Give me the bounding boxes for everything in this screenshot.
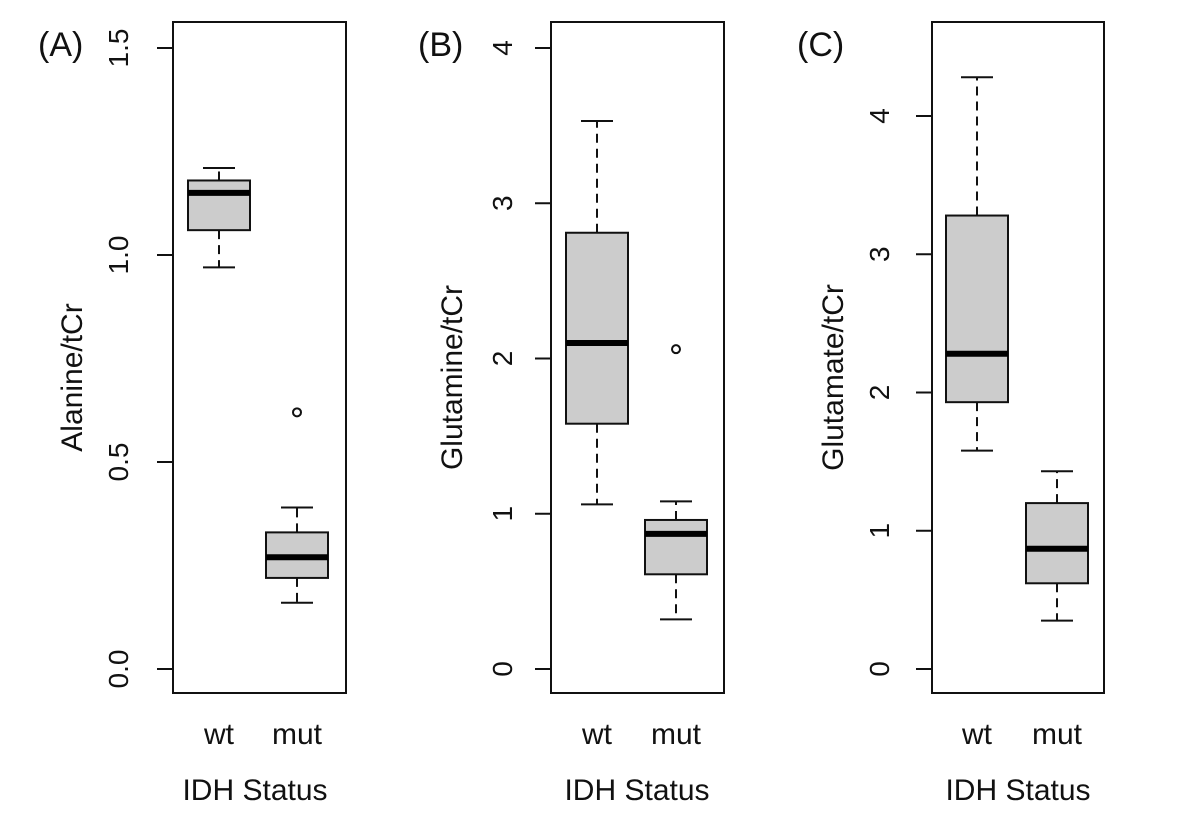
y-tick-label: 1.0 — [103, 236, 134, 275]
iqr-box — [1025, 502, 1089, 585]
y-tick-label: 0 — [864, 661, 895, 677]
iqr-box — [644, 518, 708, 576]
y-tick-label: 0 — [487, 661, 518, 677]
y-tick-label: 1 — [864, 523, 895, 539]
y-tick-label: 0.5 — [103, 443, 134, 482]
y-axis: 0 1 2 3 4 — [487, 40, 552, 677]
plot-frame — [172, 21, 347, 694]
y-tick-label: 0.0 — [103, 650, 134, 689]
panel-c: 0 1 2 3 4 Glutamate/tCr (C) wt mut IDH Status — [797, 21, 1105, 807]
category-label-mut: mut — [1032, 718, 1083, 751]
y-axis-title: Glutamate/tCr — [817, 284, 850, 471]
y-tick-label: 1 — [487, 506, 518, 522]
y-axis: 0.0 0.5 1.0 1.5 — [103, 29, 174, 689]
y-axis: 0 1 2 3 4 — [864, 108, 933, 677]
iqr-box — [945, 214, 1009, 404]
category-label-wt: wt — [961, 718, 993, 751]
category-label-mut: mut — [272, 718, 323, 751]
category-label-wt: wt — [581, 718, 613, 751]
panel-a: 0.0 0.5 1.0 1.5 Alanine/tCr (A) wt mut IDH Statu… — [38, 21, 347, 807]
box-wt — [187, 167, 251, 269]
panel-label: (A) — [38, 26, 83, 64]
y-tick-label: 4 — [864, 108, 895, 124]
outlier-point — [292, 407, 302, 418]
y-axis-title: Glutamine/tCr — [436, 285, 469, 470]
y-tick-label: 4 — [487, 40, 518, 56]
box-wt — [565, 119, 629, 506]
y-tick-label: 2 — [864, 385, 895, 401]
y-tick-label: 2 — [487, 351, 518, 367]
y-tick-label: 3 — [487, 195, 518, 211]
box-mut — [644, 344, 708, 621]
panel-label: (B) — [418, 26, 463, 64]
x-axis-title: IDH Status — [564, 774, 709, 807]
panel-b: 0 1 2 3 4 Glutamine/tCr (B) wt mut IDH Status — [418, 21, 725, 807]
y-tick-label: 1.5 — [103, 29, 134, 68]
y-axis-title: Alanine/tCr — [56, 303, 89, 451]
iqr-box — [565, 231, 629, 425]
box-mut — [1025, 470, 1089, 622]
box-mut — [265, 407, 329, 604]
category-label-mut: mut — [651, 718, 702, 751]
outlier-point — [671, 344, 681, 355]
box-wt — [945, 76, 1009, 452]
iqr-box — [187, 179, 251, 232]
category-label-wt: wt — [203, 718, 235, 751]
panel-label: (C) — [797, 26, 844, 64]
x-axis-title: IDH Status — [945, 774, 1090, 807]
y-tick-label: 3 — [864, 246, 895, 262]
x-axis-title: IDH Status — [182, 774, 327, 807]
